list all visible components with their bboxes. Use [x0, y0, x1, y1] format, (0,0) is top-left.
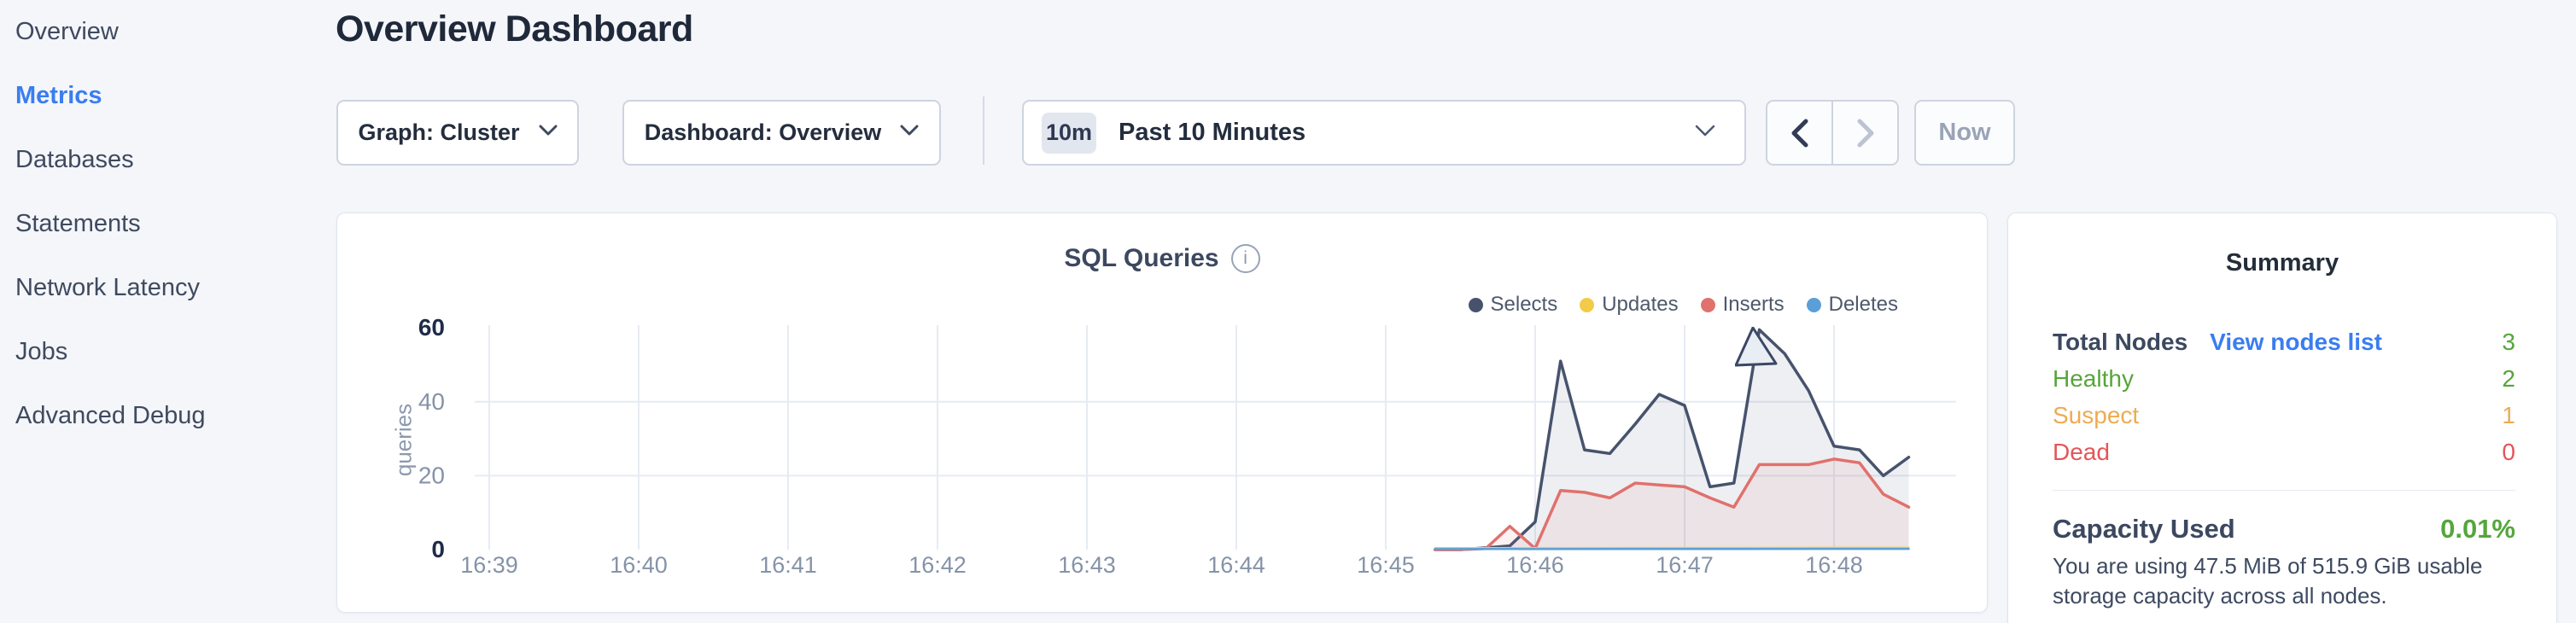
selects-area [1434, 329, 1909, 550]
y-axis: 0 20 40 60 [418, 314, 445, 562]
summary-panel: Summary Total Nodes View nodes list 3 He… [2007, 213, 2557, 623]
selects-line [1434, 328, 1911, 551]
sidebar-item-advanced-debug[interactable]: Advanced Debug [15, 402, 206, 429]
svg-text:16:42: 16:42 [908, 552, 967, 578]
chevron-down-icon [539, 125, 558, 141]
legend-label: Selects [1490, 293, 1558, 316]
svg-text:60: 60 [418, 314, 445, 341]
dashboard-dropdown-label: Dashboard: Overview [644, 119, 882, 145]
total-nodes-row: Total Nodes View nodes list 3 [2053, 329, 2515, 355]
svg-text:0: 0 [431, 536, 445, 562]
info-icon[interactable]: i [1230, 244, 1260, 273]
capacity-row: Capacity Used 0.01% [2053, 514, 2515, 544]
legend-item-deletes[interactable]: Deletes [1806, 293, 1898, 317]
legend-item-selects[interactable]: Selects [1468, 293, 1558, 317]
total-nodes-value: 3 [2502, 329, 2515, 355]
healthy-label: Healthy [2053, 365, 2134, 392]
dead-nodes-row: Dead 0 [2053, 439, 2515, 465]
now-button[interactable]: Now [1914, 100, 2015, 166]
dead-value: 0 [2502, 439, 2515, 465]
suspect-label: Suspect [2053, 402, 2140, 428]
capacity-description: You are using 47.5 MiB of 515.9 GiB usab… [2053, 553, 2483, 608]
svg-text:16:41: 16:41 [759, 552, 817, 578]
svg-text:16:47: 16:47 [1656, 552, 1714, 578]
legend-item-inserts[interactable]: Inserts [1700, 293, 1785, 317]
sql-queries-plot[interactable]: 16:39 16:40 16:41 16:42 16:43 16:44 16:45 16:46… [337, 213, 1989, 614]
legend-label: Deletes [1828, 293, 1898, 316]
suspect-nodes-row: Suspect 1 [2053, 402, 2515, 428]
chevron-down-icon [900, 125, 919, 141]
selects-legend-dot [1468, 297, 1483, 312]
svg-text:16:44: 16:44 [1207, 552, 1265, 578]
svg-text:16:39: 16:39 [460, 552, 518, 578]
time-range-label: Past 10 Minutes [1119, 119, 1306, 146]
legend-label: Inserts [1722, 293, 1785, 316]
total-nodes-label: Total Nodes [2053, 329, 2188, 355]
summary-divider [2053, 490, 2515, 491]
sidebar-item-overview[interactable]: Overview [15, 18, 119, 45]
sidebar-item-databases[interactable]: Databases [15, 146, 134, 173]
svg-text:40: 40 [418, 388, 445, 415]
updates-legend-dot [1580, 297, 1595, 312]
inserts-area [1434, 458, 1909, 550]
view-nodes-list-link[interactable]: View nodes list [2210, 329, 2382, 355]
inserts-legend-dot [1700, 297, 1715, 312]
sidebar-item-network-latency[interactable]: Network Latency [15, 274, 200, 301]
svg-text:16:48: 16:48 [1805, 552, 1863, 578]
chevron-left-icon [1791, 119, 1808, 147]
inserts-line [1434, 457, 1911, 551]
chevron-right-icon [1857, 119, 1873, 147]
dashboard-dropdown[interactable]: Dashboard: Overview [622, 100, 941, 166]
healthy-value: 2 [2502, 365, 2515, 392]
summary-rows: Total Nodes View nodes list 3 Healthy 2 … [2053, 329, 2515, 476]
svg-text:16:40: 16:40 [610, 552, 668, 578]
chart-titlebar: SQL Queries i [337, 244, 1987, 273]
graph-scope-dropdown[interactable]: Graph: Cluster [336, 100, 579, 166]
sql-queries-chart-card: SQL Queries i Selects Updates Inserts De… [336, 213, 1988, 613]
chart-title: SQL Queries [1064, 244, 1219, 272]
time-step-forward-button[interactable] [1833, 102, 1897, 164]
page-title: Overview Dashboard [336, 9, 693, 49]
sidebar: Overview Metrics Databases Statements Ne… [0, 0, 330, 623]
svg-text:16:43: 16:43 [1058, 552, 1116, 578]
healthy-nodes-row: Healthy 2 [2053, 365, 2515, 392]
time-step-back-button[interactable] [1767, 102, 1833, 164]
legend-label: Updates [1602, 293, 1679, 316]
x-axis: 16:39 16:40 16:41 16:42 16:43 16:44 16:45 16:46… [460, 325, 1863, 578]
sidebar-item-jobs[interactable]: Jobs [15, 338, 68, 365]
controls-divider [983, 96, 984, 165]
svg-text:16:45: 16:45 [1357, 552, 1415, 578]
summary-title: Summary [2225, 249, 2339, 277]
time-range-badge: 10m [1042, 112, 1096, 154]
deletes-legend-dot [1806, 297, 1821, 312]
legend-item-updates[interactable]: Updates [1580, 293, 1679, 317]
mouse-cursor [1734, 326, 1779, 372]
graph-scope-dropdown-label: Graph: Cluster [358, 119, 520, 145]
chart-legend: Selects Updates Inserts Deletes [1468, 293, 1898, 317]
sidebar-item-statements[interactable]: Statements [15, 210, 141, 237]
time-step-button-group [1766, 100, 1899, 166]
time-range-selector[interactable]: 10m Past 10 Minutes [1022, 100, 1746, 166]
suspect-value: 1 [2502, 402, 2515, 428]
capacity-used-value: 0.01% [2440, 514, 2515, 544]
svg-text:20: 20 [418, 462, 445, 488]
dead-label: Dead [2053, 439, 2110, 465]
chevron-down-icon [1695, 125, 1715, 141]
svg-text:16:46: 16:46 [1506, 552, 1564, 578]
capacity-used-label: Capacity Used [2053, 514, 2235, 544]
sidebar-item-metrics[interactable]: Metrics [15, 82, 102, 109]
